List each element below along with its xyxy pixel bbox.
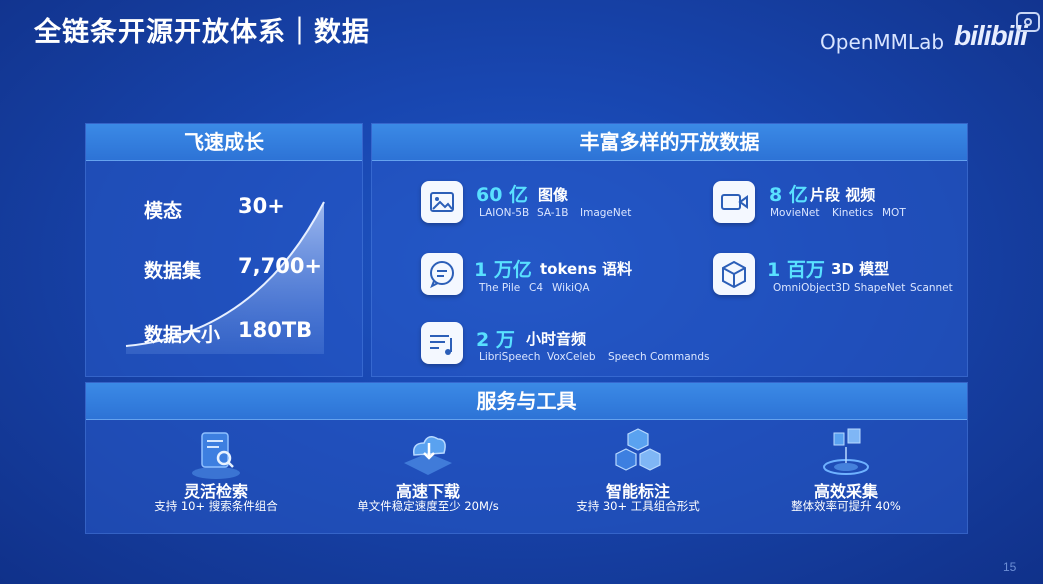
- video-count: 8 亿: [769, 184, 808, 206]
- audio-source-2: VoxCeleb: [547, 351, 596, 363]
- audio-source-3: Speech Commands: [608, 351, 710, 363]
- stat-value-modality: 30+: [238, 194, 285, 218]
- image-source-1: LAION-5B: [479, 207, 530, 219]
- stat-value-datasets: 7,700+: [238, 254, 323, 278]
- stat-value-size: 180TB: [238, 318, 313, 342]
- service-title-search: 灵活检索: [183, 482, 248, 501]
- tokens-kind: tokens 语料: [540, 260, 633, 278]
- service-desc-search: 支持 10+ 搜索条件组合: [154, 499, 278, 513]
- collection-icon: [823, 428, 869, 475]
- service-desc-annotation: 支持 30+ 工具组合形式: [576, 499, 700, 513]
- tokens-source-1: The Pile: [479, 282, 521, 294]
- camera-icon[interactable]: [1016, 12, 1040, 32]
- services-panel: 服务与工具 灵活检索 支持 10+ 搜索条件组合 高速下载 单文件稳定速度至少 …: [85, 382, 968, 534]
- 3d-source-3: Scannet: [910, 282, 953, 294]
- tokens-source-2: C4: [529, 282, 544, 294]
- search-doc-icon: [192, 432, 240, 479]
- service-desc-collection: 整体效率可提升 40%: [791, 499, 901, 513]
- video-source-2: Kinetics: [832, 207, 874, 219]
- services-heading: 服务与工具: [86, 383, 967, 420]
- video-icon: [713, 181, 755, 223]
- growth-curve-graphic: [125, 201, 325, 354]
- audio-source-1: LibriSpeech: [479, 351, 541, 363]
- video-source-3: MOT: [882, 207, 906, 219]
- cube-icon: [713, 253, 755, 295]
- tokens-count: 1 万亿: [474, 259, 532, 281]
- service-desc-download: 单文件稳定速度至少 20M/s: [357, 499, 499, 513]
- 3d-count: 1 百万: [767, 259, 825, 281]
- image-source-3: ImageNet: [580, 207, 632, 219]
- open-data-heading: 丰富多样的开放数据: [372, 124, 967, 161]
- tokens-source-3: WikiQA: [552, 282, 590, 294]
- image-count: 60 亿: [476, 184, 529, 206]
- stat-label-size: 数据大小: [144, 324, 221, 346]
- image-icon: [421, 181, 463, 223]
- growth-heading: 飞速成长: [86, 124, 362, 161]
- 3d-kind: 3D 模型: [831, 260, 890, 278]
- 3d-source-1: OmniObject3D: [773, 282, 851, 294]
- chat-icon: [421, 253, 463, 295]
- video-kind: 片段 视频: [810, 186, 876, 204]
- cloud-download-icon: [404, 436, 452, 475]
- audio-icon: [421, 322, 463, 364]
- video-source-1: MovieNet: [770, 207, 820, 219]
- 3d-source-2: ShapeNet: [854, 282, 906, 294]
- brand-logo-text: OpenMMLab: [820, 30, 945, 54]
- audio-count: 2 万: [476, 329, 515, 351]
- image-kind: 图像: [538, 186, 569, 204]
- image-source-2: SA-1B: [537, 207, 569, 219]
- page-number: 15: [1003, 560, 1017, 574]
- service-title-collection: 高效采集: [813, 482, 878, 501]
- open-data-panel: 丰富多样的开放数据 60 亿 图像 LAION-5B SA-1B ImageNe…: [371, 123, 968, 377]
- page-title: 全链条开源开放体系｜数据: [34, 17, 370, 48]
- stat-label-datasets: 数据集: [144, 260, 202, 282]
- annotation-cubes-icon: [615, 428, 661, 471]
- growth-panel: 飞速成长 模态 30+ 数据集 7,700+ 数据大小 180TB: [85, 123, 363, 377]
- bilibili-watermark: bilibili: [954, 20, 1028, 51]
- service-title-annotation: 智能标注: [605, 482, 670, 501]
- audio-kind: 小时音频: [526, 330, 587, 348]
- stat-label-modality: 模态: [144, 200, 183, 222]
- service-title-download: 高速下载: [395, 482, 460, 501]
